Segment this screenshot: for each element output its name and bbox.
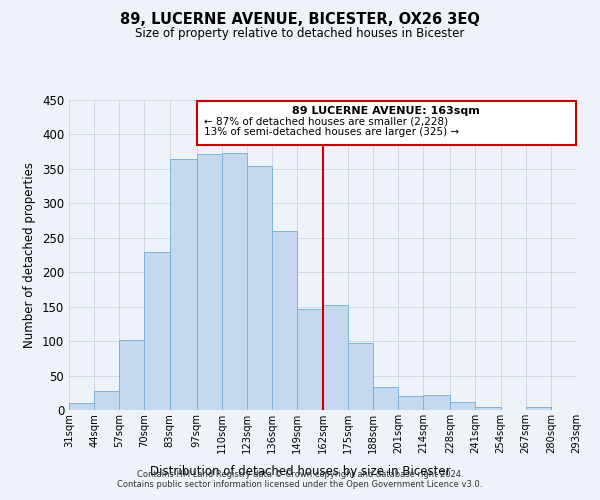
Bar — [222, 153, 247, 410]
Bar — [94, 390, 119, 410]
Bar — [145, 252, 170, 410]
Bar — [450, 402, 475, 410]
Bar — [323, 304, 347, 410]
Bar — [423, 395, 450, 410]
Bar — [197, 154, 222, 410]
Bar — [298, 308, 323, 410]
Bar — [347, 343, 373, 410]
Text: ← 87% of detached houses are smaller (2,228): ← 87% of detached houses are smaller (2,… — [205, 116, 449, 126]
Text: Size of property relative to detached houses in Bicester: Size of property relative to detached ho… — [136, 28, 464, 40]
FancyBboxPatch shape — [197, 102, 576, 145]
Text: 89, LUCERNE AVENUE, BICESTER, OX26 3EQ: 89, LUCERNE AVENUE, BICESTER, OX26 3EQ — [120, 12, 480, 28]
Y-axis label: Number of detached properties: Number of detached properties — [23, 162, 37, 348]
Bar — [373, 388, 398, 410]
Bar — [69, 403, 94, 410]
Bar — [398, 396, 423, 410]
Bar — [170, 158, 197, 410]
Bar — [247, 166, 272, 410]
Text: 13% of semi-detached houses are larger (325) →: 13% of semi-detached houses are larger (… — [205, 127, 460, 137]
Bar — [272, 231, 298, 410]
Bar — [119, 340, 145, 410]
Bar — [475, 406, 500, 410]
Text: 89 LUCERNE AVENUE: 163sqm: 89 LUCERNE AVENUE: 163sqm — [292, 106, 480, 116]
Bar — [526, 406, 551, 410]
Text: Contains HM Land Registry data © Crown copyright and database right 2024.
Contai: Contains HM Land Registry data © Crown c… — [118, 470, 482, 489]
Text: Distribution of detached houses by size in Bicester: Distribution of detached houses by size … — [149, 464, 451, 477]
